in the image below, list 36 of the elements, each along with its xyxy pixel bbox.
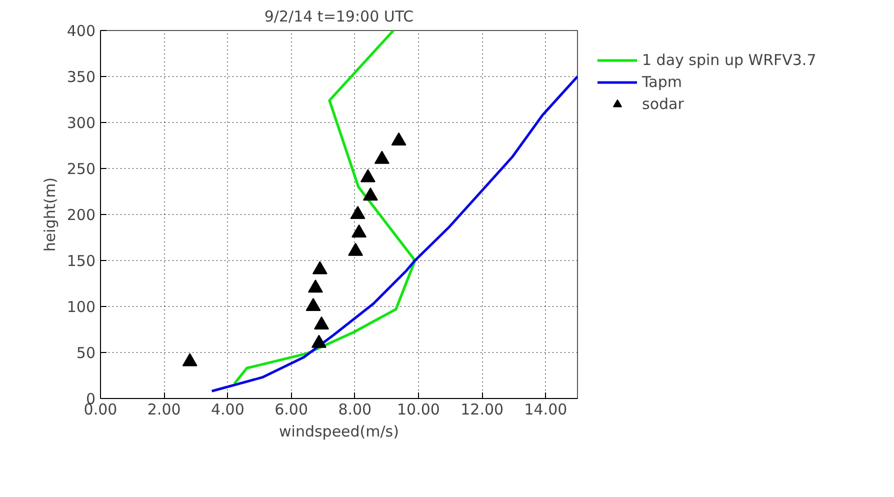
- point: [374, 150, 390, 164]
- x-axis-title: windspeed(m/s): [279, 422, 399, 440]
- y-tick-label: 100: [66, 298, 96, 316]
- line-series: [233, 30, 416, 386]
- point: [352, 224, 367, 238]
- chart-title: 9/2/14 t=19:00 UTC: [264, 8, 414, 26]
- point: [350, 206, 366, 220]
- x-tick-label: 8.00: [338, 400, 372, 418]
- y-tick-label: 300: [66, 114, 96, 132]
- point: [306, 298, 321, 312]
- y-tick-label: 400: [66, 22, 96, 40]
- y-axis-title: height(m): [40, 177, 59, 252]
- point: [391, 132, 406, 146]
- y-tick-label: 200: [66, 206, 96, 224]
- y-tick-label: 150: [66, 252, 96, 270]
- x-tick-label: 6.00: [274, 400, 308, 418]
- x-tick-label: 12.00: [460, 400, 504, 418]
- line-series: [210, 75, 578, 392]
- x-tick-label: 14.00: [524, 400, 568, 418]
- point: [311, 334, 326, 348]
- x-tick-label: 4.00: [211, 400, 244, 418]
- point: [362, 188, 378, 201]
- x-tick-label: 10.00: [397, 400, 440, 418]
- y-tick-label: 350: [66, 68, 96, 86]
- legend-label: 1 day spin up WRFV3.7: [642, 51, 816, 69]
- legend-label: sodar: [642, 95, 684, 113]
- point: [308, 280, 323, 293]
- y-tick-label: 250: [66, 160, 96, 178]
- y-tick-label: 50: [76, 344, 96, 362]
- point: [314, 316, 330, 330]
- point: [312, 261, 328, 274]
- legend-label: Tapm: [642, 73, 682, 91]
- x-tick-label: 2.00: [147, 400, 181, 418]
- point: [360, 169, 376, 182]
- point: [348, 242, 364, 256]
- point: [182, 353, 198, 366]
